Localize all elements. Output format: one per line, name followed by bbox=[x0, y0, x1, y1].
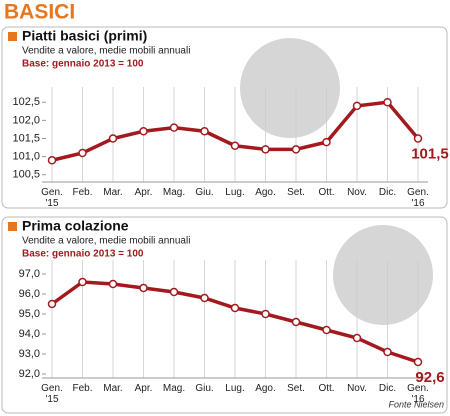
y-tick-label: 92,0 bbox=[19, 368, 40, 380]
icon-bg bbox=[240, 38, 340, 138]
x-tick-label: Gen. '16 bbox=[407, 187, 429, 209]
x-tick-label: Ago. bbox=[255, 383, 276, 394]
y-tick-label: 102,5 bbox=[12, 96, 40, 108]
point bbox=[139, 283, 148, 293]
panel bbox=[1, 216, 448, 414]
point bbox=[383, 347, 392, 357]
point bbox=[322, 325, 331, 335]
point bbox=[413, 357, 423, 367]
y-tick-label: 101,5 bbox=[12, 132, 40, 144]
x-tick-label: Ott. bbox=[318, 187, 335, 198]
x-tick-label: Gen. '15 bbox=[41, 383, 63, 405]
point bbox=[78, 277, 87, 287]
y-tick-label: 93,0 bbox=[19, 348, 40, 360]
x-tick-label: Apr. bbox=[134, 383, 153, 394]
point bbox=[230, 141, 240, 150]
chart-title: Piatti basici (primi) bbox=[22, 28, 147, 44]
page-title: BASICI bbox=[4, 1, 75, 24]
point bbox=[169, 287, 179, 297]
point bbox=[291, 317, 301, 327]
chart-note: Base: gennaio 2013 = 100 bbox=[22, 249, 144, 260]
point bbox=[322, 137, 331, 147]
y-tick-label: 94,0 bbox=[19, 328, 40, 340]
point bbox=[200, 127, 209, 136]
point bbox=[352, 333, 362, 343]
point bbox=[413, 134, 423, 143]
chart-subtitle: Vendite a valore, medie mobili annuali bbox=[22, 46, 190, 57]
panel bbox=[1, 26, 448, 209]
point bbox=[200, 293, 209, 303]
x-tick-label: Mag. bbox=[162, 187, 186, 198]
x-tick-label: Giu. bbox=[195, 187, 214, 198]
point bbox=[108, 279, 118, 289]
y-tick-label: 95,0 bbox=[19, 308, 40, 320]
title-bullet bbox=[8, 32, 17, 41]
x-tick-label: Lug. bbox=[225, 187, 245, 198]
x-tick-label: Gen. '15 bbox=[41, 187, 63, 209]
value-label: 101,5 bbox=[411, 145, 449, 162]
chart-note: Base: gennaio 2013 = 100 bbox=[22, 59, 144, 70]
title-bullet bbox=[8, 222, 17, 231]
x-tick-label: Giu. bbox=[195, 383, 214, 394]
point bbox=[261, 145, 270, 154]
y-tick-label: 101,0 bbox=[12, 151, 40, 163]
x-tick-label: Apr. bbox=[134, 187, 153, 198]
x-tick-label: Feb. bbox=[72, 187, 93, 198]
chart-title: Prima colazione bbox=[22, 218, 129, 234]
x-tick-label: Feb. bbox=[72, 383, 93, 394]
x-tick-label: Mar. bbox=[103, 383, 123, 394]
y-tick-label: 96,0 bbox=[19, 288, 40, 300]
point bbox=[108, 134, 118, 143]
x-tick-label: Nov. bbox=[347, 187, 367, 198]
chart-subtitle: Vendite a valore, medie mobili annuali bbox=[22, 236, 190, 247]
x-tick-label: Ott. bbox=[318, 383, 335, 394]
x-tick-label: Mag. bbox=[162, 383, 186, 394]
x-tick-label: Ago. bbox=[255, 187, 276, 198]
point bbox=[139, 127, 148, 136]
point bbox=[169, 123, 179, 132]
point bbox=[352, 101, 362, 111]
x-tick-label: Dic. bbox=[378, 383, 397, 394]
x-tick-label: Gen. '16 bbox=[407, 383, 429, 405]
point bbox=[261, 309, 270, 319]
y-tick-label: 97,0 bbox=[19, 268, 40, 280]
icon-bg bbox=[333, 225, 433, 325]
point bbox=[383, 98, 392, 107]
y-tick-label: 102,0 bbox=[12, 114, 40, 126]
y-tick-label: 100,5 bbox=[12, 169, 40, 181]
point bbox=[230, 303, 240, 313]
x-tick-label: Nov. bbox=[347, 383, 367, 394]
point bbox=[47, 156, 57, 165]
point bbox=[47, 299, 57, 309]
x-tick-label: Dic. bbox=[378, 187, 397, 198]
x-tick-label: Mar. bbox=[103, 187, 123, 198]
x-tick-label: Lug. bbox=[225, 383, 245, 394]
point bbox=[78, 148, 87, 158]
point bbox=[291, 145, 301, 154]
value-label: 92,6 bbox=[415, 369, 444, 386]
x-tick-label: Set. bbox=[287, 383, 305, 394]
source: Fonte Nielsen bbox=[388, 399, 444, 409]
x-tick-label: Set. bbox=[287, 187, 305, 198]
